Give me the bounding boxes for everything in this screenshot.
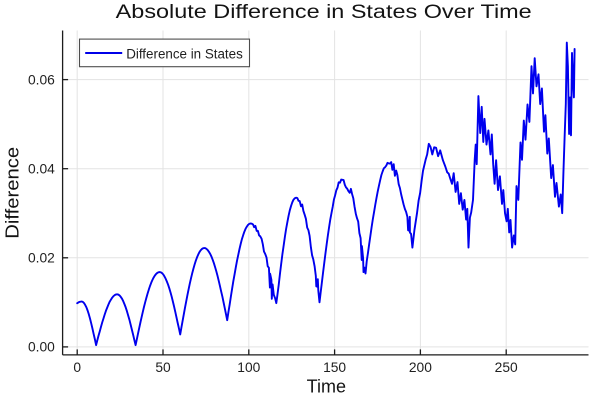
svg-text:200: 200: [409, 360, 432, 375]
svg-text:Time: Time: [307, 376, 346, 396]
svg-text:Difference in States: Difference in States: [126, 46, 243, 61]
svg-text:100: 100: [237, 360, 260, 375]
svg-text:Absolute Difference in States: Absolute Difference in States Over Time: [116, 2, 532, 23]
svg-text:250: 250: [495, 360, 518, 375]
svg-text:0: 0: [73, 360, 81, 375]
svg-text:0.04: 0.04: [28, 162, 55, 177]
svg-text:Difference: Difference: [3, 147, 23, 239]
svg-text:150: 150: [323, 360, 346, 375]
svg-text:0.02: 0.02: [28, 251, 55, 266]
svg-text:0.06: 0.06: [28, 72, 55, 87]
svg-text:0.00: 0.00: [28, 340, 55, 355]
svg-text:50: 50: [155, 360, 171, 375]
